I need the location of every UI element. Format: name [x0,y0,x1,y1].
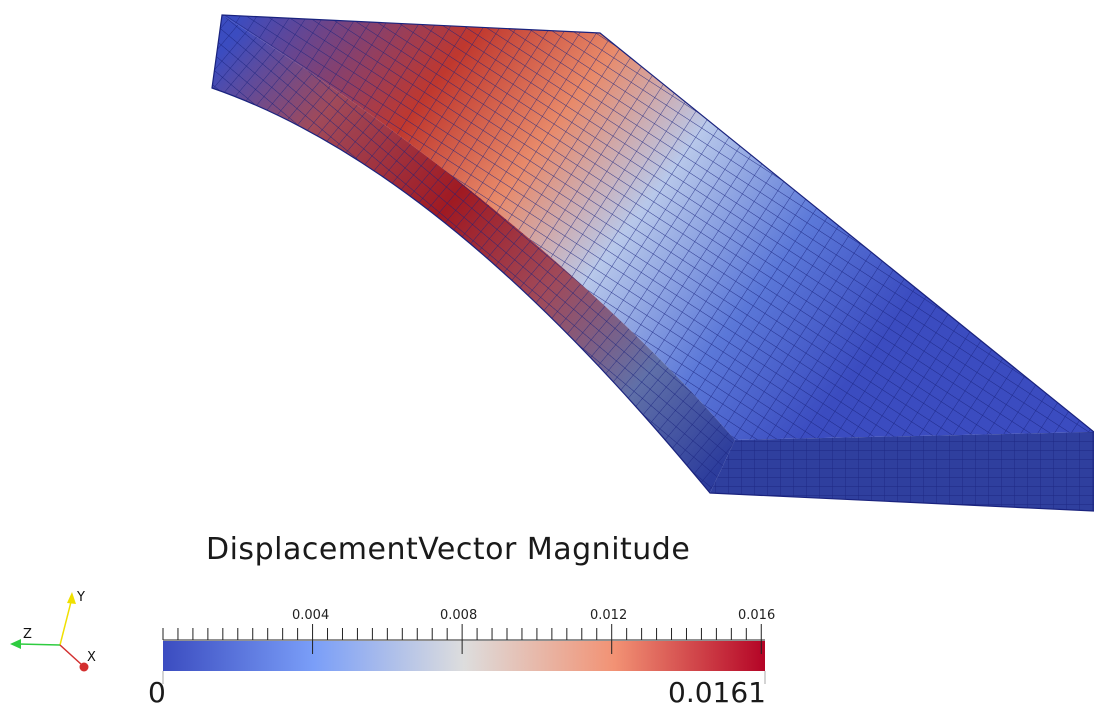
color-legend [162,624,766,684]
orientation-axes-widget[interactable] [10,592,89,672]
tick-label-0016: 0.016 [738,608,776,623]
z-axis-line [17,643,61,646]
y-axis-label: Y [77,590,85,605]
range-max-label: 0.0161 [668,676,766,709]
x-axis-line [59,644,83,666]
y-axis-arrow-icon [67,592,76,604]
tick-label-0012: 0.012 [590,608,628,623]
tick-label-0008: 0.008 [440,608,478,623]
legend-title: DisplacementVector Magnitude [206,532,691,567]
range-min-label: 0 [148,676,166,709]
y-axis-line [59,597,73,646]
x-axis-label: X [87,650,96,665]
z-axis-label: Z [23,627,32,642]
x-axis-arrow-icon [79,662,89,672]
deformed-plate-mesh[interactable] [211,14,1094,512]
tick-label-0004: 0.004 [292,608,330,623]
color-bar-ticks [162,624,765,654]
z-axis-arrow-icon [10,639,21,649]
color-bar [163,641,765,671]
